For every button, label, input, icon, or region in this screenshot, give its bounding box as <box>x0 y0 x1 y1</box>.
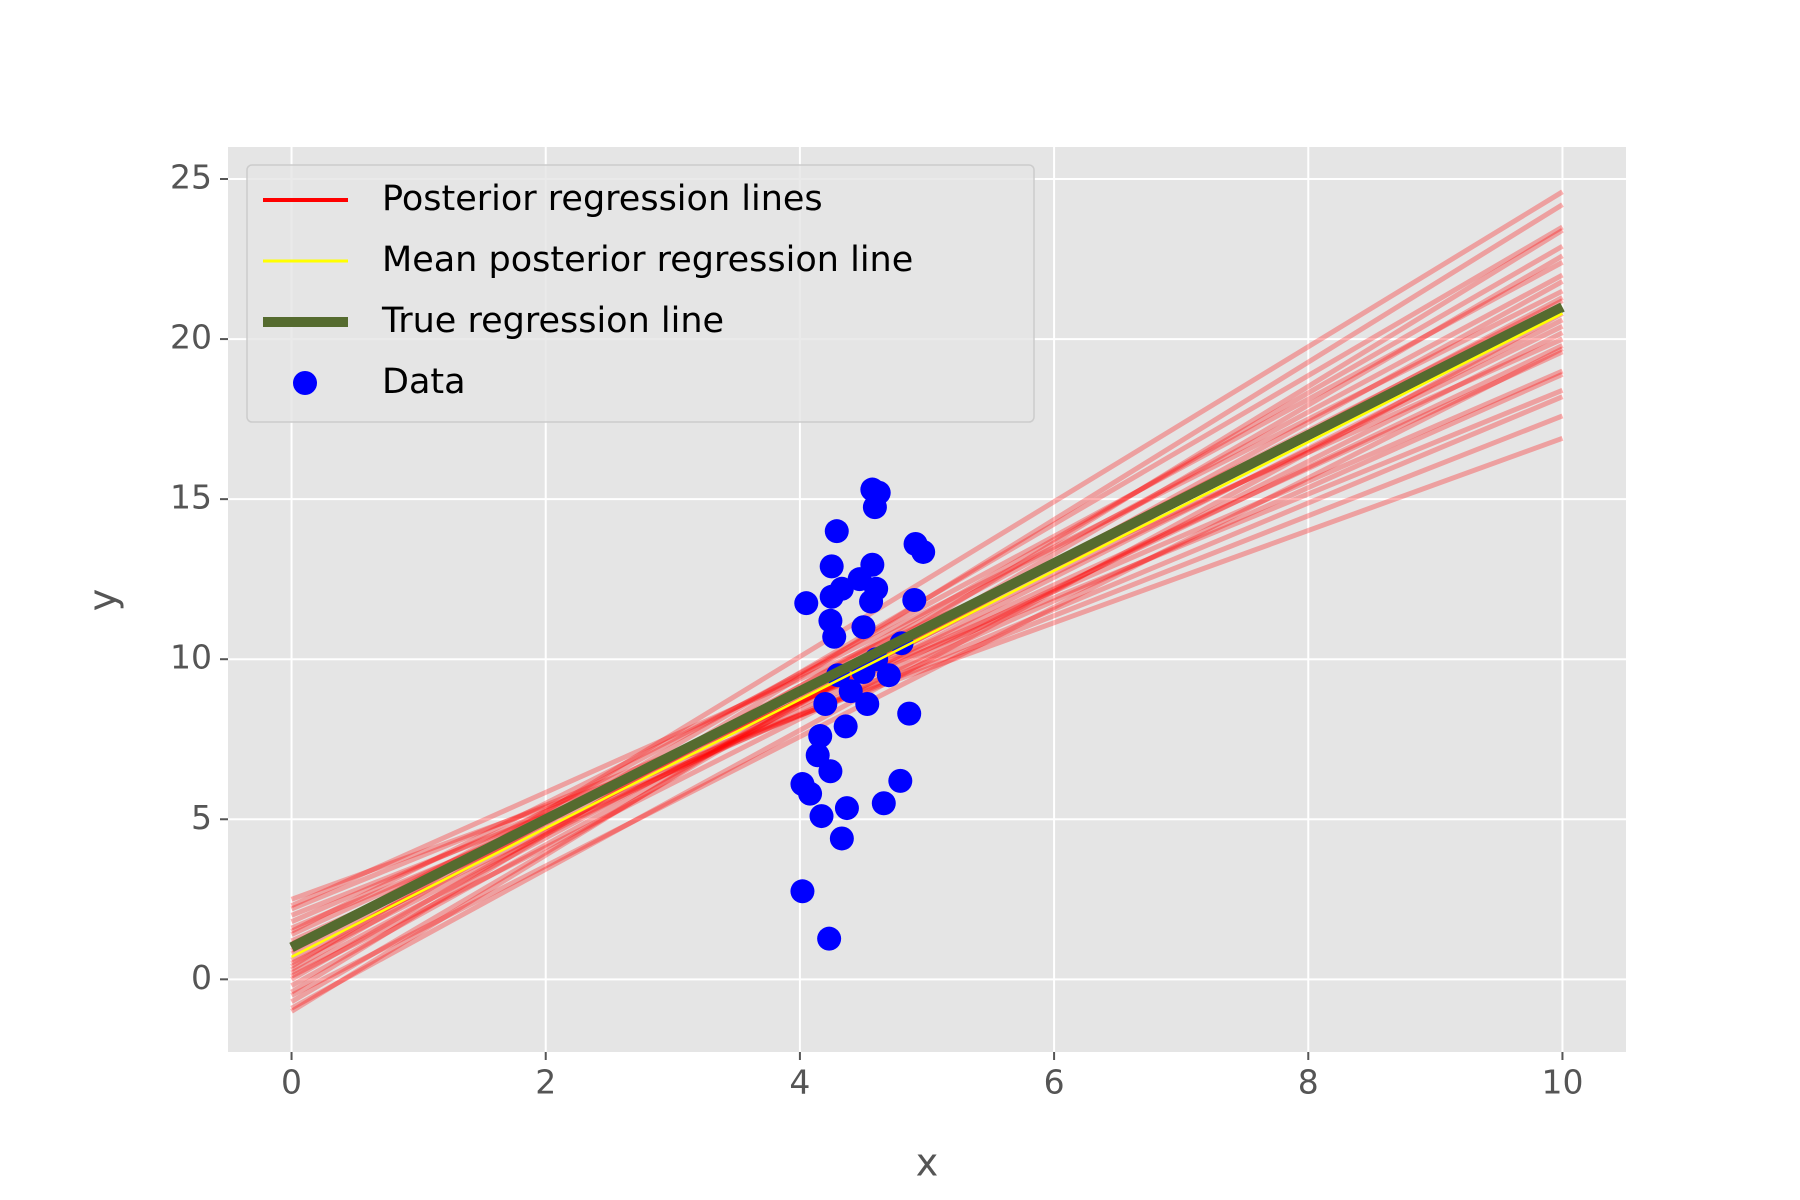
legend-label: True regression line <box>381 301 724 341</box>
y-tick-label: 10 <box>170 638 212 677</box>
data-point <box>790 879 815 904</box>
posterior-line <box>290 244 1564 982</box>
data-point <box>859 589 884 614</box>
data-point <box>822 624 847 649</box>
data-point <box>818 759 843 784</box>
legend: Posterior regression lines Mean posterior… <box>246 164 1035 423</box>
posterior-line <box>290 288 1564 934</box>
data-point <box>829 576 854 601</box>
legend-label: Posterior regression lines <box>382 179 823 219</box>
data-point <box>794 591 819 616</box>
legend-label: Mean posterior regression line <box>382 240 913 280</box>
y-tick-label: 25 <box>170 158 212 197</box>
posterior-line <box>290 343 1564 956</box>
data-point <box>855 692 880 717</box>
posterior-line <box>290 413 1564 918</box>
regression-line <box>290 312 1564 959</box>
data-point <box>851 615 876 640</box>
data-point <box>819 554 844 579</box>
posterior-line <box>290 435 1564 902</box>
posterior-line <box>290 228 1564 1014</box>
data-point <box>829 826 854 851</box>
posterior-line <box>290 279 1564 988</box>
posterior-line <box>290 260 1564 950</box>
x-axis-label: x <box>916 1141 939 1185</box>
data-point <box>809 804 834 829</box>
data-point <box>902 587 927 612</box>
regression-line <box>289 302 1565 952</box>
data-point <box>817 926 842 951</box>
x-tick-label: 8 <box>1298 1063 1319 1102</box>
data-point <box>813 692 838 717</box>
data-point <box>824 519 849 544</box>
data-point <box>798 781 823 806</box>
data-point <box>838 679 863 704</box>
data-point <box>805 743 830 768</box>
posterior-line <box>290 387 1564 912</box>
y-tick-label: 20 <box>170 318 212 357</box>
x-tick-label: 10 <box>1541 1063 1583 1102</box>
posterior-line <box>290 346 1564 998</box>
y-tick-label: 0 <box>191 958 212 997</box>
data-point <box>897 701 922 726</box>
data-point <box>833 714 858 739</box>
legend-label: Data <box>382 362 466 402</box>
data-point <box>834 796 859 821</box>
data-point <box>871 791 896 816</box>
x-tick-label: 2 <box>535 1063 556 1102</box>
x-tick-label: 6 <box>1044 1063 1065 1102</box>
data-point <box>888 768 913 793</box>
marks <box>289 189 1565 1014</box>
data-point <box>876 663 901 688</box>
posterior-line <box>290 372 1564 944</box>
posterior-line <box>290 202 1564 995</box>
y-tick-label: 5 <box>191 798 212 837</box>
data-point <box>862 495 887 520</box>
data-point <box>808 724 833 749</box>
y-axis-label: y <box>81 589 125 612</box>
y-tick-label: 15 <box>170 478 212 517</box>
x-tick-label: 4 <box>789 1063 810 1102</box>
posterior-line <box>290 368 1564 925</box>
legend-swatch <box>293 371 317 395</box>
data-point <box>911 539 936 564</box>
x-tick-label: 0 <box>281 1063 302 1102</box>
data-point <box>860 552 885 577</box>
legend-box <box>246 164 1035 423</box>
posterior-line <box>290 317 1564 966</box>
posterior-line <box>290 330 1564 979</box>
posterior-line <box>290 311 1564 1011</box>
